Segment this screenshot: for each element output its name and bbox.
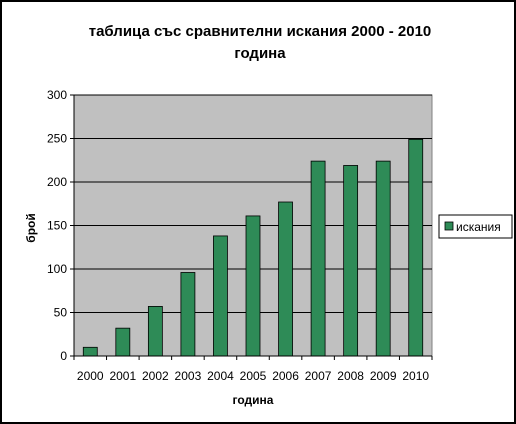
y-tick-label: 250 — [47, 132, 67, 146]
x-axis-title: година — [233, 393, 274, 407]
x-tick-label: 2008 — [337, 369, 364, 383]
bar-2010 — [408, 138, 424, 357]
y-tick-label: 200 — [47, 175, 67, 189]
x-tick-label: 2009 — [370, 369, 397, 383]
bar-2008 — [343, 165, 359, 357]
bar-2005 — [245, 215, 261, 357]
chart-title-line-1: таблица със сравнителни искания 2000 - 2… — [89, 23, 432, 40]
y-tick-label: 50 — [54, 306, 68, 320]
legend-label: искания — [456, 220, 501, 234]
legend-box — [438, 214, 513, 239]
y-tick-label: 300 — [47, 88, 67, 102]
y-axis-title: брой — [24, 213, 38, 242]
y-tick-label: 150 — [47, 219, 67, 233]
x-tick-label: 2002 — [142, 369, 169, 383]
x-tick-label: 2010 — [402, 369, 429, 383]
bar-2003 — [180, 272, 196, 357]
x-tick-label: 2004 — [207, 369, 234, 383]
x-tick-label: 2006 — [272, 369, 299, 383]
bar-2004 — [213, 235, 228, 357]
y-tick-label: 100 — [47, 262, 67, 276]
x-tick-label: 2000 — [77, 369, 104, 383]
x-tick-label: 2001 — [109, 369, 136, 383]
x-tick-label: 2003 — [175, 369, 202, 383]
gridlines — [74, 94, 432, 313]
bar-2009 — [375, 160, 391, 357]
legend-swatch — [444, 221, 454, 231]
chart-title-line-2: година — [234, 45, 286, 62]
x-tick-label: 2007 — [305, 369, 332, 383]
bar-2002 — [147, 306, 163, 357]
x-tick-label: 2005 — [240, 369, 267, 383]
bar-2007 — [310, 160, 326, 357]
y-tick-label: 0 — [60, 349, 67, 363]
bar-2006 — [278, 201, 293, 357]
legend: искания — [438, 214, 513, 239]
bar-2000 — [82, 346, 98, 357]
x-axis-ticks: 2000 2001 2002 2003 2004 2005 2006 2007 2008 2009… — [73, 356, 433, 383]
bar-2001 — [115, 327, 131, 357]
y-axis-ticks: 0 50 100 150 200 250 300 — [47, 88, 432, 363]
